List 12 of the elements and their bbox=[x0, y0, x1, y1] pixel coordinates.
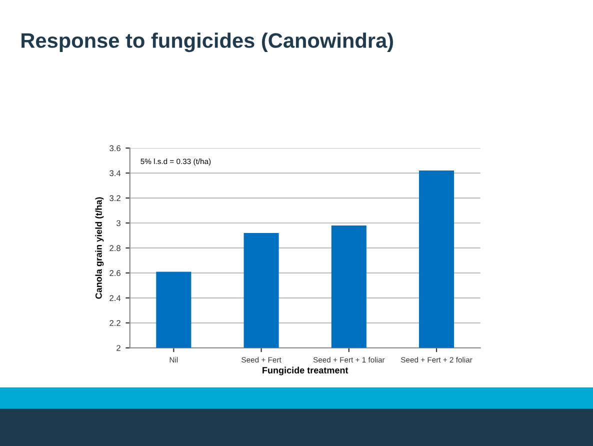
y-tick-label: 3 bbox=[116, 220, 120, 226]
y-tick-label: 3.2 bbox=[110, 195, 120, 202]
y-tick-label: 2 bbox=[116, 345, 120, 351]
y-tick-label: 2.2 bbox=[110, 320, 120, 326]
y-tick-label: 2.6 bbox=[110, 270, 120, 276]
x-axis-title: Fungicide treatment bbox=[262, 366, 348, 376]
y-tick-label: 2.8 bbox=[110, 245, 120, 252]
y-tick-label: 2.4 bbox=[110, 295, 121, 301]
y-tick-label: 3.6 bbox=[110, 145, 120, 152]
y-tick-label: 3.4 bbox=[110, 170, 121, 176]
y-axis-title: Canola grain yield (t/ha) bbox=[95, 197, 104, 299]
chart-title: Response to fungicides (Canowindra) bbox=[22, 32, 393, 52]
